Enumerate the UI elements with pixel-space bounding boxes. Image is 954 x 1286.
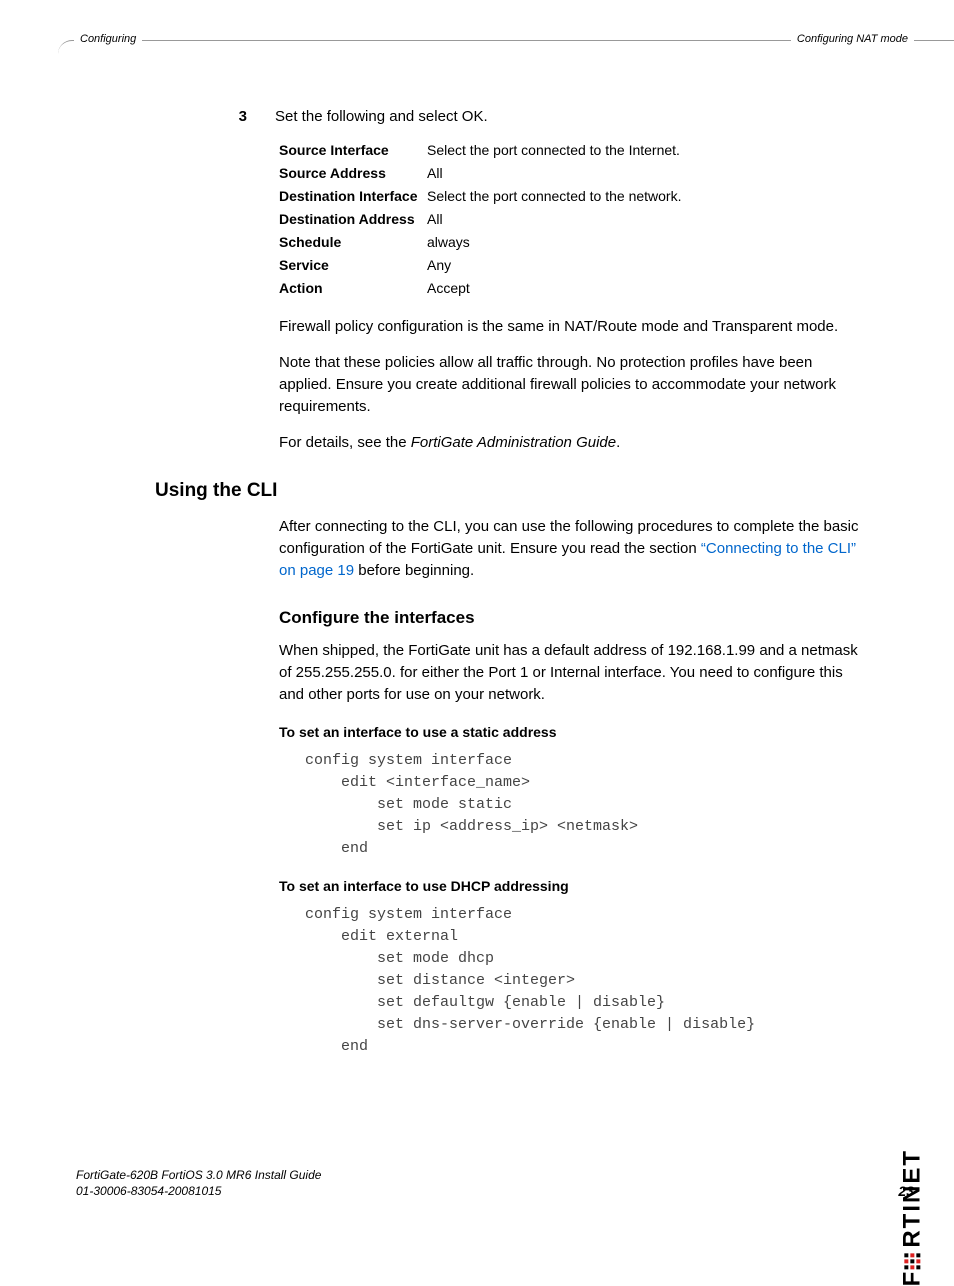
text: . — [616, 434, 620, 451]
guide-title-italic: FortiGate Administration Guide — [411, 434, 616, 451]
property-row: Destination Interface Select the port co… — [279, 185, 875, 208]
header-section-left: Configuring — [74, 33, 142, 45]
property-row: Service Any — [279, 254, 875, 277]
property-value: Any — [427, 254, 875, 277]
paragraph: Firewall policy configuration is the sam… — [279, 316, 859, 338]
step-row: 3 Set the following and select OK. — [155, 108, 875, 125]
property-value: always — [427, 231, 875, 254]
property-row: Destination Address All — [279, 208, 875, 231]
paragraph: Note that these policies allow all traff… — [279, 352, 859, 418]
page-header-rule: Configuring Configuring NAT mode — [58, 40, 954, 60]
logo-grid-icon — [904, 1254, 920, 1270]
property-row: Action Accept — [279, 277, 875, 300]
property-value: Accept — [427, 277, 875, 300]
text: before beginning. — [354, 562, 474, 579]
page: Configuring Configuring NAT mode 3 Set t… — [0, 0, 954, 1235]
property-row: Schedule always — [279, 231, 875, 254]
property-value: All — [427, 208, 875, 231]
logo-letter-f: F — [898, 1270, 926, 1286]
footer-doc-id: 01-30006-83054-20081015 — [76, 1183, 914, 1199]
procedure-title: To set an interface to use a static addr… — [279, 724, 875, 740]
procedure-title: To set an interface to use DHCP addressi… — [279, 878, 875, 894]
property-row: Source Address All — [279, 162, 875, 185]
property-label: Destination Interface — [279, 185, 427, 208]
code-block: config system interface edit <interface_… — [305, 750, 875, 860]
header-section-right: Configuring NAT mode — [791, 33, 914, 45]
step-number: 3 — [155, 108, 275, 125]
property-label: Source Address — [279, 162, 427, 185]
paragraph: For details, see the FortiGate Administr… — [279, 432, 859, 454]
paragraph: When shipped, the FortiGate unit has a d… — [279, 640, 859, 706]
text: For details, see the — [279, 434, 411, 451]
property-value: Select the port connected to the network… — [427, 185, 875, 208]
property-label: Destination Address — [279, 208, 427, 231]
code-block: config system interface edit external se… — [305, 904, 875, 1058]
property-label: Schedule — [279, 231, 427, 254]
property-row: Source Interface Select the port connect… — [279, 139, 875, 162]
property-label: Service — [279, 254, 427, 277]
property-value: Select the port connected to the Interne… — [427, 139, 875, 162]
property-value: All — [427, 162, 875, 185]
page-content: 3 Set the following and select OK. Sourc… — [155, 108, 875, 1058]
properties-table: Source Interface Select the port connect… — [279, 139, 875, 300]
property-label: Source Interface — [279, 139, 427, 162]
page-footer: FortiGate-620B FortiOS 3.0 MR6 Install G… — [76, 1167, 914, 1199]
paragraph: After connecting to the CLI, you can use… — [279, 516, 859, 582]
heading-using-cli: Using the CLI — [155, 480, 875, 502]
footer-doc-title: FortiGate-620B FortiOS 3.0 MR6 Install G… — [76, 1167, 914, 1183]
heading-configure-interfaces: Configure the interfaces — [279, 608, 875, 628]
page-number: 23 — [898, 1183, 914, 1199]
step-text: Set the following and select OK. — [275, 108, 875, 125]
property-label: Action — [279, 277, 427, 300]
